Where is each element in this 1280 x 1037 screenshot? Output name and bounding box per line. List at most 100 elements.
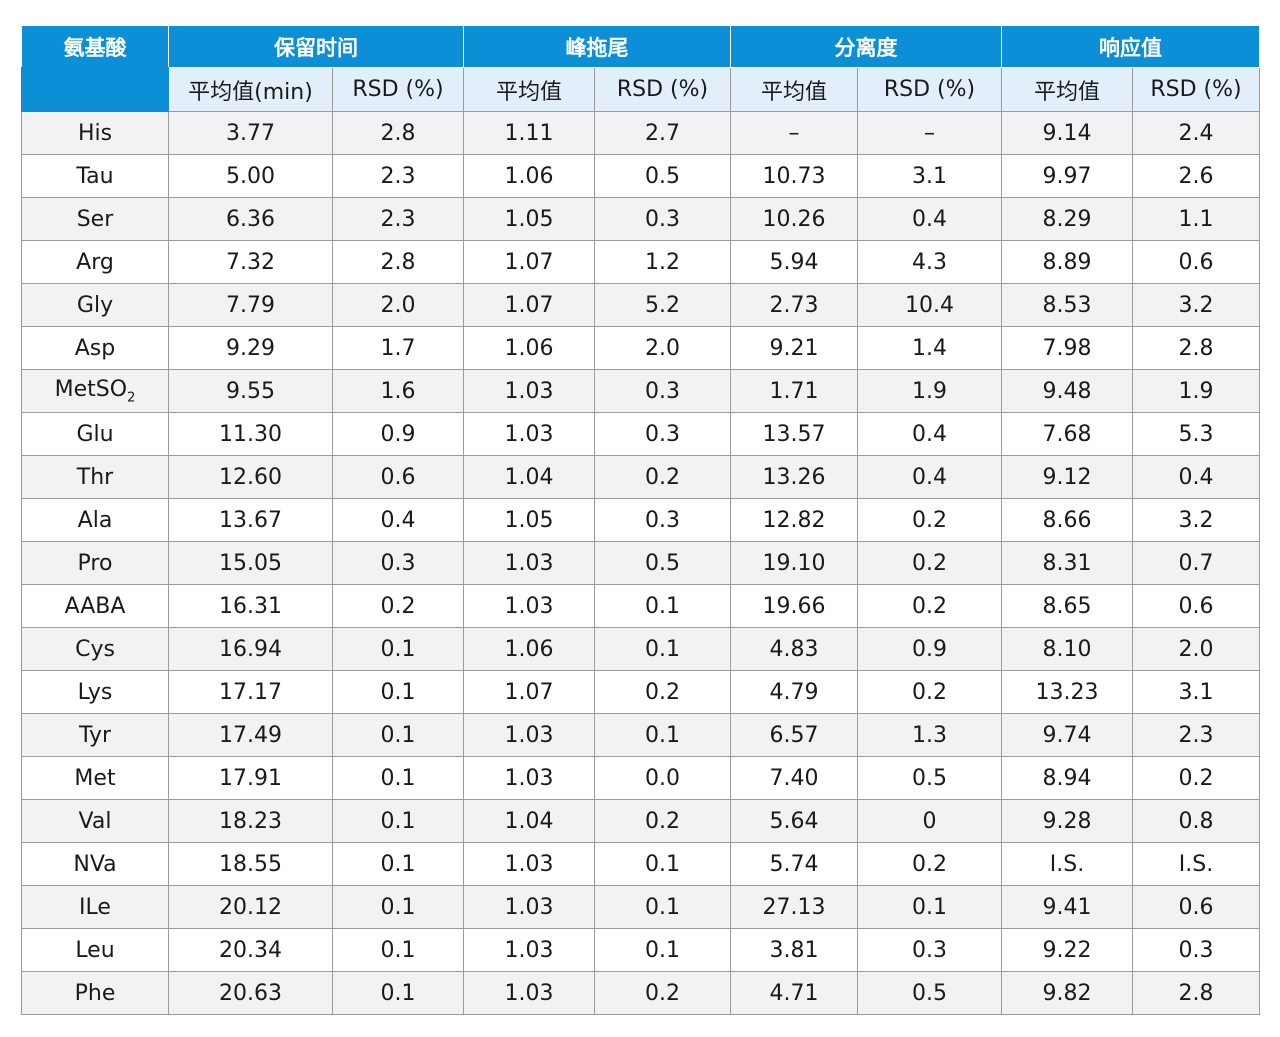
table-cell: 0.5 <box>594 541 731 585</box>
table-cell: 9.74 <box>1001 713 1133 757</box>
table-cell: 5.94 <box>730 240 858 284</box>
table-row: Leu 20.34 0.1 1.03 0.1 3.81 0.3 9.22 0.3 <box>21 928 1260 972</box>
table-cell: 0.1 <box>594 842 731 886</box>
table-cell: 2.8 <box>1132 326 1260 370</box>
table-cell: 0.2 <box>857 541 1002 585</box>
table-cell: 8.66 <box>1001 498 1133 542</box>
table-row: Pro 15.05 0.3 1.03 0.5 19.10 0.2 8.31 0.7 <box>21 541 1260 585</box>
table-cell: 18.23 <box>168 799 333 843</box>
table-cell: 3.2 <box>1132 498 1260 542</box>
amino-acid-name-cell: His <box>21 111 169 155</box>
table-cell: 1.05 <box>463 498 595 542</box>
table-cell: 0.5 <box>857 971 1002 1015</box>
table-cell: 8.89 <box>1001 240 1133 284</box>
header-row-subheaders: 平均值(min) RSD (%) 平均值 RSD (%) 平均值 RSD (%)… <box>21 67 1260 112</box>
table-cell: 0.1 <box>594 713 731 757</box>
amino-acid-name: Thr <box>76 464 114 490</box>
table-cell: 9.41 <box>1001 885 1133 929</box>
table-cell: 0.2 <box>857 842 1002 886</box>
table-cell: 2.8 <box>332 240 464 284</box>
amino-acid-name-cell: Ala <box>21 498 169 542</box>
table-cell: 8.31 <box>1001 541 1133 585</box>
table-cell: 5.2 <box>594 283 731 327</box>
table-cell: I.S. <box>1132 842 1260 886</box>
table-cell: 0.3 <box>1132 928 1260 972</box>
table-cell: 0.7 <box>1132 541 1260 585</box>
column-header-amino-acid: 氨基酸 <box>21 25 169 68</box>
table-row: Glu 11.30 0.9 1.03 0.3 13.57 0.4 7.68 5.3 <box>21 412 1260 456</box>
table-cell: 1.07 <box>463 240 595 284</box>
table-cell: 0.1 <box>332 885 464 929</box>
table-cell: 9.29 <box>168 326 333 370</box>
table-cell: 1.03 <box>463 971 595 1015</box>
table-row: Ser 6.36 2.3 1.05 0.3 10.26 0.4 8.29 1.1 <box>21 197 1260 241</box>
amino-acid-name: NVa <box>73 851 117 877</box>
amino-acid-name-cell: Tyr <box>21 713 169 757</box>
amino-acid-name-cell: Tau <box>21 154 169 198</box>
table-cell: 8.29 <box>1001 197 1133 241</box>
table-cell: 20.34 <box>168 928 333 972</box>
amino-acid-name-cell: Lys <box>21 670 169 714</box>
table-cell: 0.3 <box>594 412 731 456</box>
table-cell: 0.2 <box>857 670 1002 714</box>
table-cell: 2.0 <box>594 326 731 370</box>
table-cell: 0.1 <box>332 971 464 1015</box>
amino-acid-name-cell: NVa <box>21 842 169 886</box>
table-cell: 0.9 <box>332 412 464 456</box>
table-cell: 0.1 <box>332 842 464 886</box>
table-cell: 0.4 <box>332 498 464 542</box>
table-cell: 6.36 <box>168 197 333 241</box>
table-cell: 3.81 <box>730 928 858 972</box>
table-cell: – <box>730 111 858 155</box>
table-cell: 1.07 <box>463 283 595 327</box>
table-cell: 1.05 <box>463 197 595 241</box>
table-cell: 19.66 <box>730 584 858 628</box>
table-cell: 5.3 <box>1132 412 1260 456</box>
table-cell: 20.63 <box>168 971 333 1015</box>
table-cell: 1.04 <box>463 799 595 843</box>
table-cell: 17.91 <box>168 756 333 800</box>
table-row: Arg 7.32 2.8 1.07 1.2 5.94 4.3 8.89 0.6 <box>21 240 1260 284</box>
table-row: Tyr 17.49 0.1 1.03 0.1 6.57 1.3 9.74 2.3 <box>21 713 1260 757</box>
table-cell: 1.9 <box>1132 369 1260 413</box>
table-body: His 3.77 2.8 1.11 2.7– –9.14 2.4 Tau 5.00 2.3 1.06… <box>21 111 1260 1015</box>
table-cell: 5.74 <box>730 842 858 886</box>
amino-acid-name: ILe <box>79 894 111 920</box>
table-cell: 0.5 <box>857 756 1002 800</box>
table-cell: 0.2 <box>594 670 731 714</box>
table-cell: 0.6 <box>1132 584 1260 628</box>
table-cell: 0.2 <box>594 455 731 499</box>
amino-acid-name: Tau <box>76 163 114 189</box>
amino-acid-name-cell: Met <box>21 756 169 800</box>
table-row: Gly 7.79 2.0 1.07 5.2 2.73 10.4 8.53 3.2 <box>21 283 1260 327</box>
table-cell: 7.98 <box>1001 326 1133 370</box>
amino-acid-name-cell: ILe <box>21 885 169 929</box>
table-row: Thr 12.60 0.6 1.04 0.2 13.26 0.4 9.12 0.4 <box>21 455 1260 499</box>
table-cell: 2.6 <box>1132 154 1260 198</box>
table-cell: 9.12 <box>1001 455 1133 499</box>
amino-acid-name: Lys <box>77 679 113 705</box>
table-cell: 13.23 <box>1001 670 1133 714</box>
column-group-peak-tailing: 峰拖尾 <box>463 25 731 68</box>
table-cell: 0.6 <box>1132 240 1260 284</box>
table-cell: 1.1 <box>1132 197 1260 241</box>
amino-acid-name-cell: Phe <box>21 971 169 1015</box>
header-row-groups: 氨基酸 保留时间 峰拖尾 分离度 响应值 <box>21 25 1260 68</box>
amino-acid-name: Glu <box>76 421 114 447</box>
table-cell: 2.4 <box>1132 111 1260 155</box>
table-cell: 0.6 <box>1132 885 1260 929</box>
amino-acid-name-cell: AABA <box>21 584 169 628</box>
amino-acid-name: Ala <box>77 507 113 533</box>
table-cell: 0 <box>857 799 1002 843</box>
table-cell: 9.82 <box>1001 971 1133 1015</box>
table-cell: 7.68 <box>1001 412 1133 456</box>
table-cell: 13.67 <box>168 498 333 542</box>
amino-acid-name: Ser <box>76 206 114 232</box>
table-cell: 0.2 <box>594 971 731 1015</box>
table-cell: 5.00 <box>168 154 333 198</box>
column-group-response: 响应值 <box>1001 25 1260 68</box>
amino-acid-name-cell: MetSO2 <box>21 369 169 413</box>
table-cell: 2.3 <box>332 197 464 241</box>
table-cell: 2.3 <box>332 154 464 198</box>
amino-acid-name-cell: Glu <box>21 412 169 456</box>
